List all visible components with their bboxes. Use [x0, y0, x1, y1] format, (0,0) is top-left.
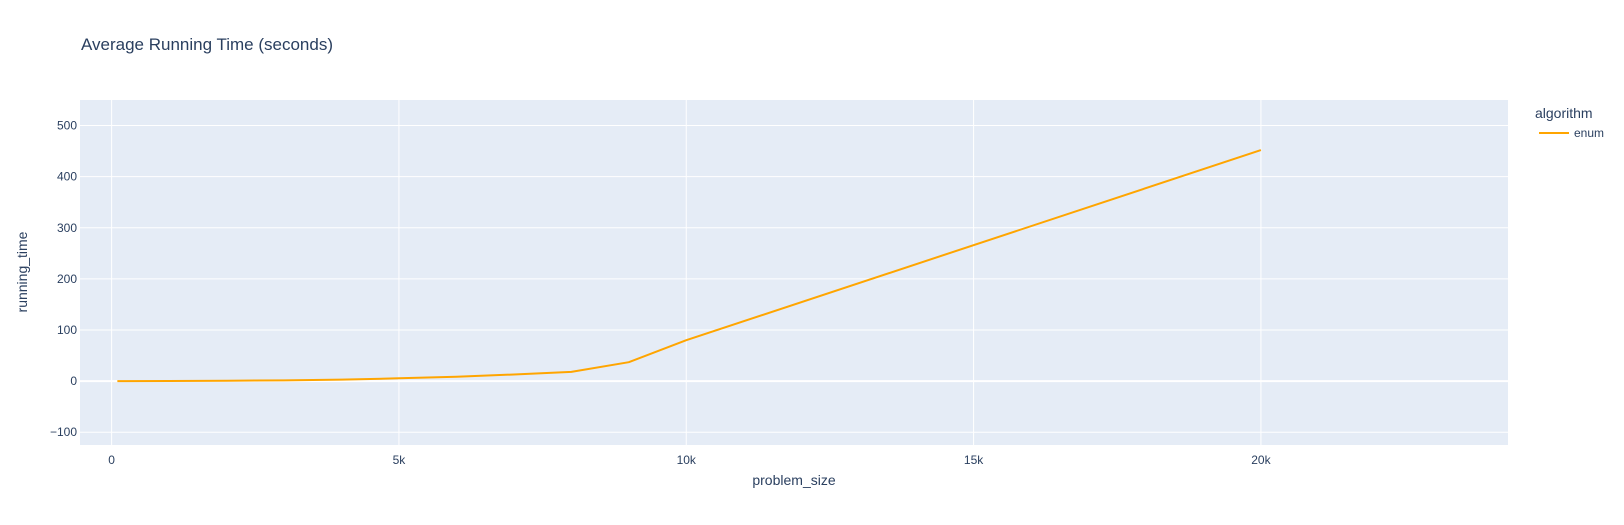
chart-title: Average Running Time (seconds) [81, 35, 333, 54]
x-tick-labels: 0 5k 10k 15k 20k [108, 453, 1271, 467]
x-tick-label: 5k [393, 453, 407, 467]
y-tick-label: 500 [57, 119, 77, 133]
y-tick-label: 100 [57, 323, 77, 337]
x-tick-label: 15k [964, 453, 984, 467]
y-tick-labels: −100 0 100 200 300 400 500 [50, 119, 77, 440]
y-tick-label: −100 [50, 425, 77, 439]
plot-background [80, 100, 1508, 445]
y-tick-label: 200 [57, 272, 77, 286]
series-line-enum [117, 149, 1262, 383]
legend-label-enum: enum [1574, 126, 1604, 140]
x-tick-label: 0 [108, 453, 115, 467]
x-gridlines [111, 100, 1262, 445]
series-layer [117, 149, 1262, 383]
x-axis-title: problem_size [752, 472, 835, 488]
legend-title: algorithm [1535, 105, 1593, 121]
legend: algorithm enum [1535, 105, 1604, 140]
y-gridlines [80, 125, 1508, 433]
y-tick-label: 300 [57, 221, 77, 235]
y-tick-label: 0 [70, 374, 77, 388]
x-tick-label: 20k [1251, 453, 1271, 467]
y-axis-title: running_time [14, 231, 30, 312]
y-tick-label: 400 [57, 170, 77, 184]
x-tick-label: 10k [677, 453, 697, 467]
